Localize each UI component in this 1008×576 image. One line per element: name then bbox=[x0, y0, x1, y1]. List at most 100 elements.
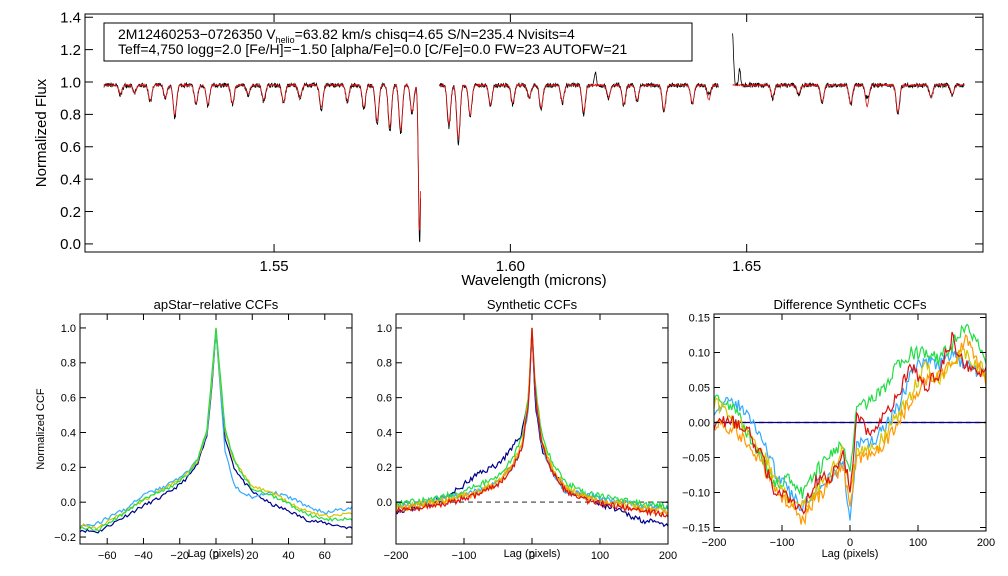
apstar-ccf-frame bbox=[79, 313, 353, 545]
x-tick-label: 200 bbox=[977, 537, 995, 549]
spectrum-ticks: 1.55 1.60 1.65 0.0 0.2 0.4 0.6 0.8 1.0 1.2 1.4 bbox=[60, 9, 983, 275]
x-tick-label: −100 bbox=[452, 550, 477, 562]
annotation-line-1-subscript: helio bbox=[276, 35, 295, 45]
y-tick-label: 1.0 bbox=[377, 323, 392, 335]
y-tick-label: 0.8 bbox=[61, 358, 76, 370]
synthetic-ccf-x-label: Lag (pixels) bbox=[504, 548, 561, 560]
y-tick-label: −0.2 bbox=[54, 532, 76, 544]
spectrum-model-chip-3 bbox=[732, 83, 965, 114]
y-tick-label: 1.0 bbox=[60, 74, 81, 91]
x-tick-label: 1.55 bbox=[259, 258, 288, 275]
apstar-ccf-curves bbox=[80, 327, 352, 534]
annotation-line-1b: =63.82 km/s chisq=4.65 S/N=235.4 Nvisits… bbox=[295, 26, 575, 42]
synthetic-ccf-panel: Synthetic CCFs −200 −100 0 100 200 0.0 0.2 0.4 0… bbox=[377, 297, 677, 562]
y-tick-label: 0.4 bbox=[60, 171, 81, 188]
spectrum-frame bbox=[84, 13, 984, 253]
spectrum-observed-chip-2 bbox=[439, 71, 719, 146]
y-tick-label: −0.15 bbox=[682, 522, 710, 534]
spectrum-model-chip-2 bbox=[439, 83, 719, 139]
synthetic-ccf-ticks: −200 −100 0 100 200 0.0 0.2 0.4 0.6 0.8 1.0 bbox=[377, 314, 677, 562]
y-tick-label: 0.8 bbox=[60, 107, 81, 124]
synthetic-ccf-curves bbox=[396, 327, 668, 528]
difference-ccf-panel: Difference Synthetic CCFs −200 −100 0 100 20… bbox=[682, 297, 995, 560]
y-tick-label: −0.05 bbox=[682, 452, 710, 464]
synthetic-series-visit-3 bbox=[396, 327, 668, 510]
spectrum-y-label: Normalized Flux bbox=[33, 78, 50, 187]
x-tick-label: −60 bbox=[98, 550, 117, 562]
y-tick-label: 0.05 bbox=[689, 382, 710, 394]
y-tick-label: 0.4 bbox=[377, 427, 392, 439]
y-tick-label: 0.6 bbox=[60, 139, 81, 156]
apstar-ccf-panel: apStar−relative CCFs −60 −40 −20 0 20 40 60 −0.… bbox=[35, 297, 353, 562]
y-tick-label: 0.15 bbox=[689, 312, 710, 324]
annotation-line-1a: 2M12460253−0726350 V bbox=[118, 26, 276, 42]
y-tick-label: 0.4 bbox=[61, 427, 76, 439]
x-tick-label: 100 bbox=[591, 550, 609, 562]
y-tick-label: 1.4 bbox=[60, 9, 81, 26]
x-tick-label: −100 bbox=[770, 537, 795, 549]
annotation-box: 2M12460253−0726350 Vhelio=63.82 km/s chi… bbox=[103, 22, 693, 62]
y-tick-label: 0.6 bbox=[377, 392, 392, 404]
y-tick-label: 0.2 bbox=[61, 462, 76, 474]
apstar-ccf-x-label: Lag (pixels) bbox=[188, 548, 245, 560]
synthetic-series-visit-4 bbox=[396, 327, 668, 514]
difference-series-visit-5 bbox=[714, 334, 986, 526]
y-tick-label: 0.00 bbox=[689, 417, 710, 429]
difference-series-visit-2 bbox=[714, 349, 986, 521]
synthetic-ccf-frame bbox=[395, 313, 669, 545]
difference-series-visit-4 bbox=[714, 348, 986, 509]
annotation-line-2: Teff=4,750 logg=2.0 [Fe/H]=−1.50 [alpha/… bbox=[118, 41, 627, 57]
y-tick-label: 0.0 bbox=[377, 497, 392, 509]
spectrum-x-label: Wavelength (microns) bbox=[461, 272, 606, 289]
apstar-series-visit-3 bbox=[80, 327, 352, 531]
spectrum-observed-chip-3 bbox=[732, 33, 965, 115]
x-tick-label: 1.60 bbox=[496, 258, 525, 275]
y-tick-label: 0.2 bbox=[377, 462, 392, 474]
x-tick-label: −200 bbox=[702, 537, 727, 549]
spectrum-model-chip-1 bbox=[103, 83, 421, 231]
y-tick-label: 0.8 bbox=[377, 358, 392, 370]
annotation-frame bbox=[103, 22, 693, 62]
spectrum-curves bbox=[103, 33, 965, 243]
x-tick-label: −20 bbox=[170, 550, 189, 562]
apstar-series-visit-4 bbox=[80, 327, 352, 531]
difference-ccf-title: Difference Synthetic CCFs bbox=[774, 297, 927, 312]
y-tick-label: 1.0 bbox=[61, 323, 76, 335]
apstar-series-visit-1 bbox=[80, 329, 352, 534]
synthetic-series-visit-6 bbox=[396, 327, 668, 518]
y-tick-label: 0.2 bbox=[60, 204, 81, 221]
x-tick-label: 200 bbox=[659, 550, 677, 562]
y-tick-label: 0.10 bbox=[689, 347, 710, 359]
spectrum-panel: 1.55 1.60 1.65 0.0 0.2 0.4 0.6 0.8 1.0 1.2 1.4 Wav… bbox=[33, 9, 984, 289]
difference-series-visit-6 bbox=[714, 331, 986, 515]
apstar-ccf-title: apStar−relative CCFs bbox=[154, 297, 279, 312]
x-tick-label: 20 bbox=[246, 550, 258, 562]
y-tick-label: −0.10 bbox=[682, 487, 710, 499]
x-tick-label: 60 bbox=[319, 550, 331, 562]
spectrum-observed-chip-1 bbox=[103, 81, 421, 243]
x-tick-label: 0 bbox=[847, 537, 853, 549]
x-tick-label: 1.65 bbox=[732, 258, 761, 275]
synthetic-series-visit-2 bbox=[396, 331, 668, 513]
synthetic-ccf-title: Synthetic CCFs bbox=[487, 297, 578, 312]
difference-ccf-ticks: −200 −100 0 100 200 −0.15 −0.10 −0.05 0.00 0.05 0.… bbox=[682, 312, 995, 549]
difference-series-visit-3 bbox=[714, 323, 986, 499]
y-tick-label: 0.0 bbox=[60, 236, 81, 253]
x-tick-label: 0 bbox=[213, 550, 219, 562]
x-tick-label: −200 bbox=[384, 550, 409, 562]
synthetic-series-visit-5 bbox=[396, 327, 668, 516]
x-tick-label: −40 bbox=[134, 550, 153, 562]
x-tick-label: 0 bbox=[529, 550, 535, 562]
x-tick-label: 100 bbox=[909, 537, 927, 549]
apstar-ccf-y-label: Normalized CCF bbox=[35, 388, 47, 470]
y-tick-label: 1.2 bbox=[60, 42, 81, 59]
y-tick-label: 0.6 bbox=[61, 392, 76, 404]
apstar-series-visit-2 bbox=[80, 331, 352, 529]
x-tick-label: 40 bbox=[282, 550, 294, 562]
apstar-ccf-ticks: −60 −40 −20 0 20 40 60 −0.2 0.0 0.2 0.4 0.6 0.8 1.0 bbox=[54, 314, 352, 562]
y-tick-label: 0.0 bbox=[61, 497, 76, 509]
difference-ccf-x-label: Lag (pixels) bbox=[822, 548, 879, 560]
difference-ccf-curves bbox=[714, 323, 986, 526]
annotation-line-1: 2M12460253−0726350 Vhelio=63.82 km/s chi… bbox=[118, 26, 575, 45]
